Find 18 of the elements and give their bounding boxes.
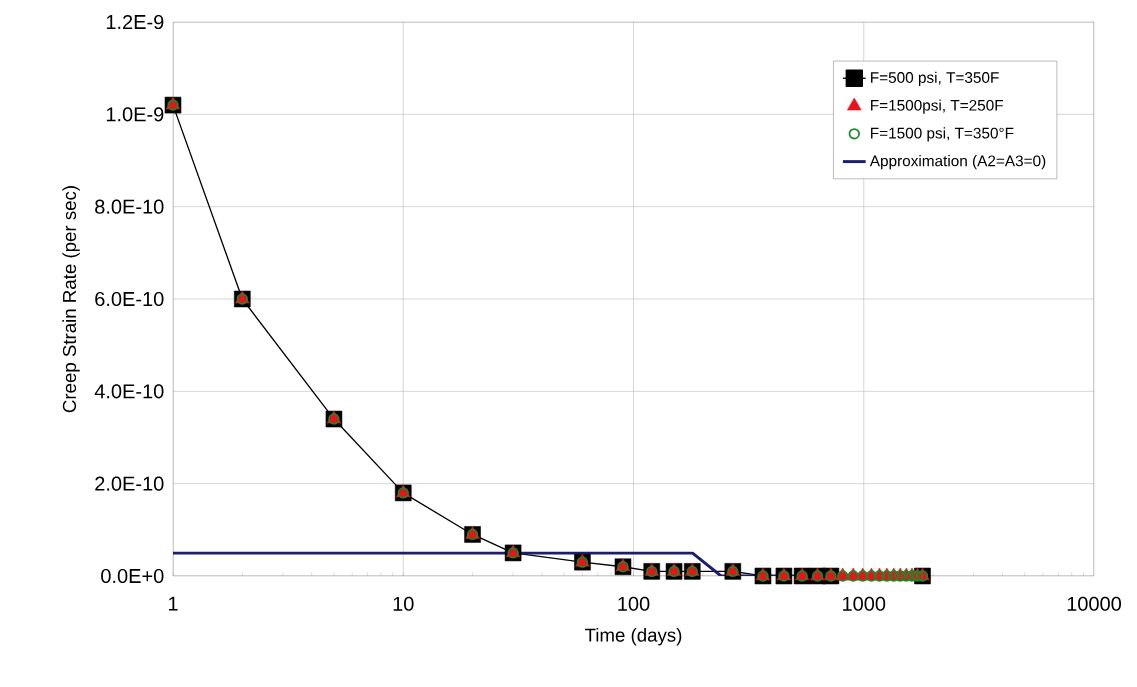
y-tick-label: 8.0E-10 bbox=[95, 199, 164, 214]
y-axis-title: Creep Strain Rate (per sec) bbox=[62, 186, 80, 413]
x-tick-label: 10000 bbox=[1067, 596, 1122, 611]
legend-label: F=1500 psi, T=350°F bbox=[871, 127, 1014, 142]
y-tick-label: 6.0E-10 bbox=[95, 291, 164, 307]
x-axis-title: Time (days) bbox=[585, 628, 682, 646]
legend-label: F=500 psi, T=350F bbox=[871, 71, 999, 87]
x-tick-label: 100 bbox=[618, 596, 650, 611]
x-tick-label: 10 bbox=[393, 596, 414, 611]
legend-label: F=1500psi, T=250F bbox=[871, 99, 1003, 114]
y-tick-label: 1.2E-9 bbox=[106, 14, 164, 30]
x-tick-label: 1 bbox=[168, 596, 178, 611]
y-tick-label: 0.0E+0 bbox=[101, 568, 164, 584]
x-tick-label: 1000 bbox=[843, 596, 886, 611]
y-tick-label: 4.0E-10 bbox=[94, 384, 164, 399]
y-tick-label: 2.0E-10 bbox=[95, 476, 164, 491]
y-tick-label: 1.0E-9 bbox=[106, 107, 164, 122]
legend-label: Approximation (A2=A3=0) bbox=[869, 155, 1046, 170]
